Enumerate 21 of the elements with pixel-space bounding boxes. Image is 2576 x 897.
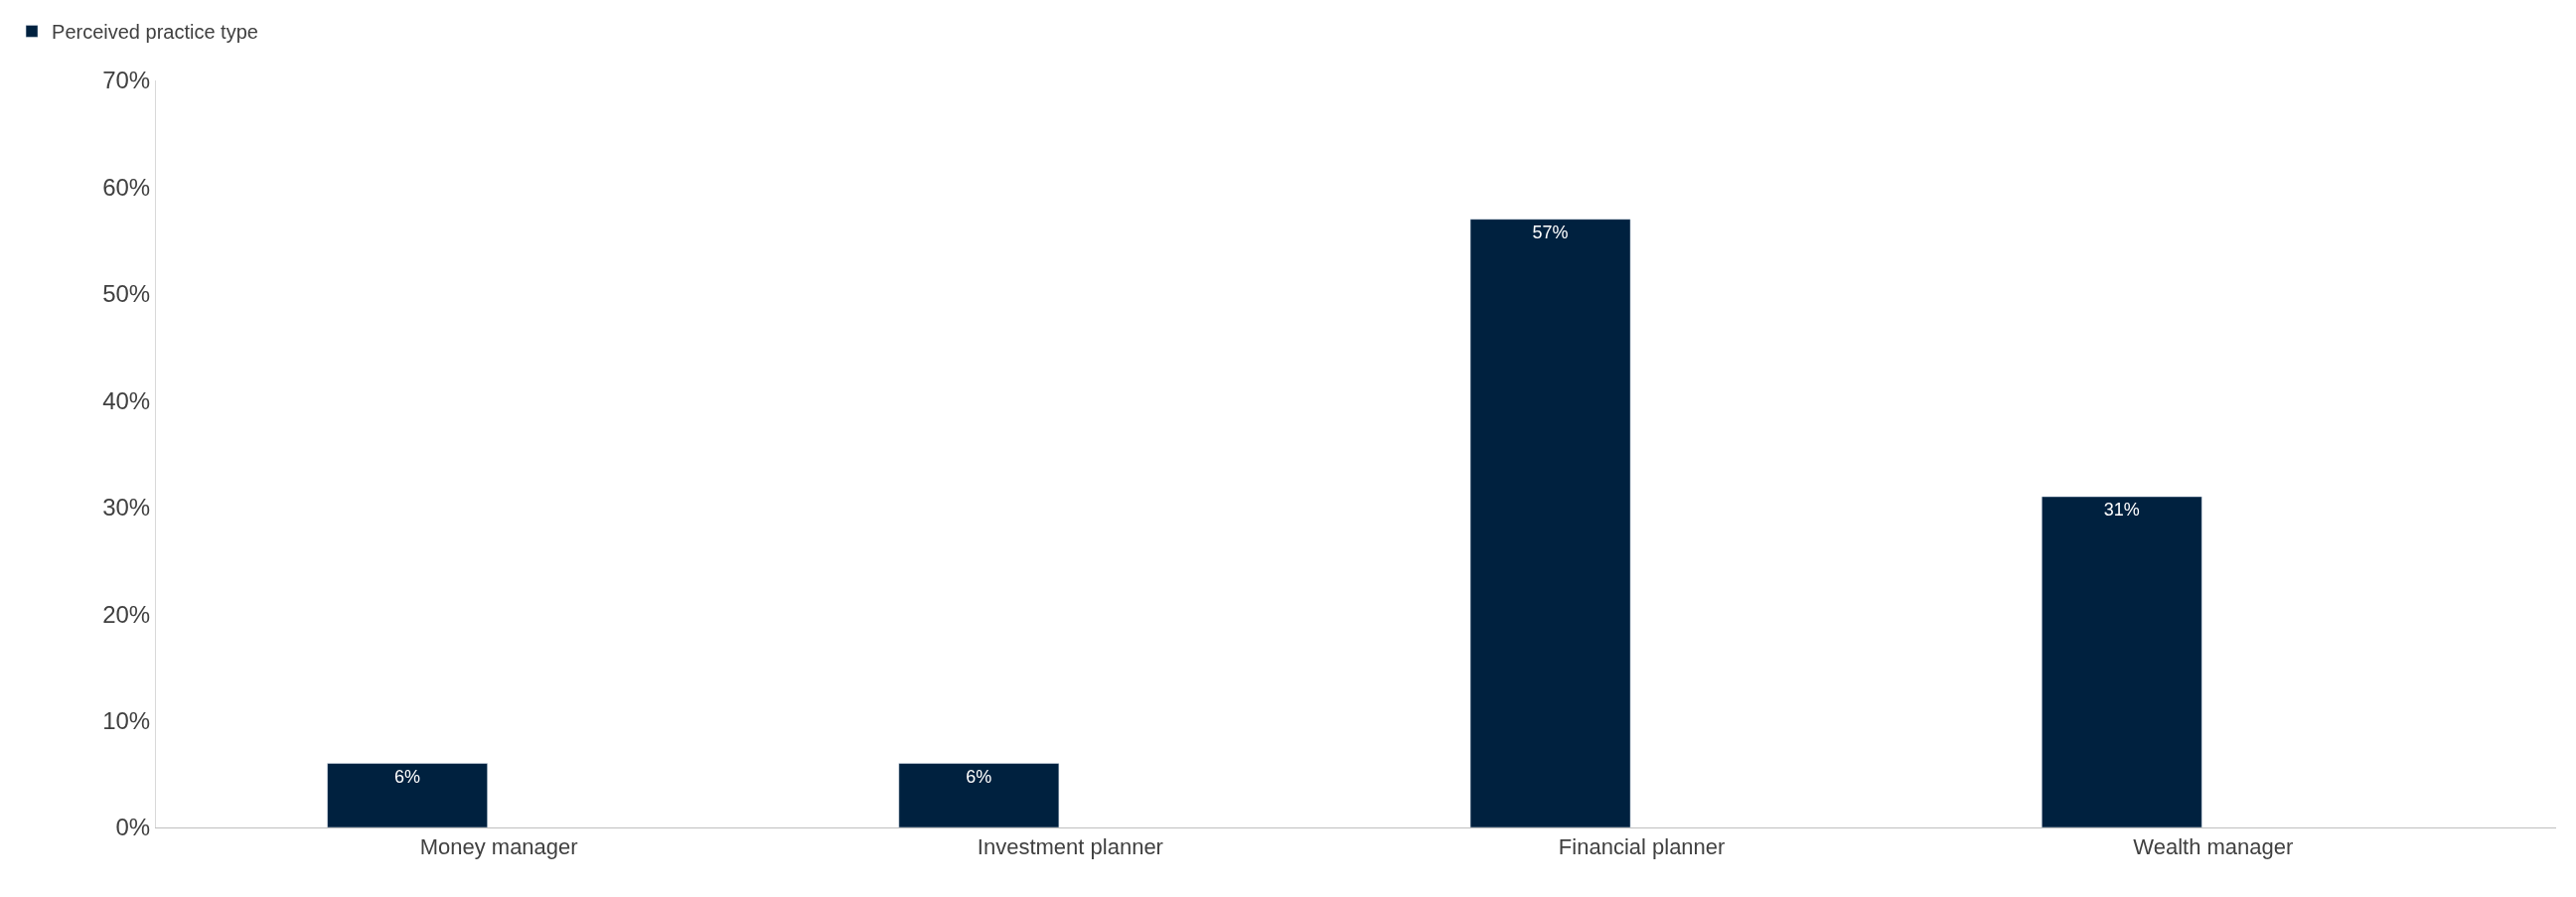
y-tick-label: 60%	[102, 173, 151, 201]
y-tick-label: 70%	[102, 67, 151, 94]
y-tick-label: 10%	[102, 706, 151, 734]
data-label: 6%	[394, 766, 421, 787]
x-tick-label: Wealth manager	[2133, 834, 2294, 860]
y-tick-label: 40%	[102, 386, 151, 414]
legend-label: Perceived practice type	[52, 21, 258, 44]
data-label: 6%	[966, 766, 992, 787]
y-tick-label: 50%	[102, 280, 151, 308]
bar	[1469, 219, 1631, 827]
bar	[2042, 496, 2202, 827]
x-tick-label: Financial planner	[1558, 834, 1726, 860]
data-label: 31%	[2103, 499, 2140, 520]
y-tick-label: 0%	[115, 814, 151, 841]
y-tick-label: 30%	[102, 494, 151, 522]
y-tick-label: 20%	[102, 600, 151, 628]
data-label: 57%	[1532, 222, 1569, 242]
bar	[898, 763, 1060, 827]
x-tick-label: Investment planner	[977, 834, 1163, 860]
x-tick-label: Money manager	[419, 834, 578, 860]
bar	[327, 763, 488, 827]
